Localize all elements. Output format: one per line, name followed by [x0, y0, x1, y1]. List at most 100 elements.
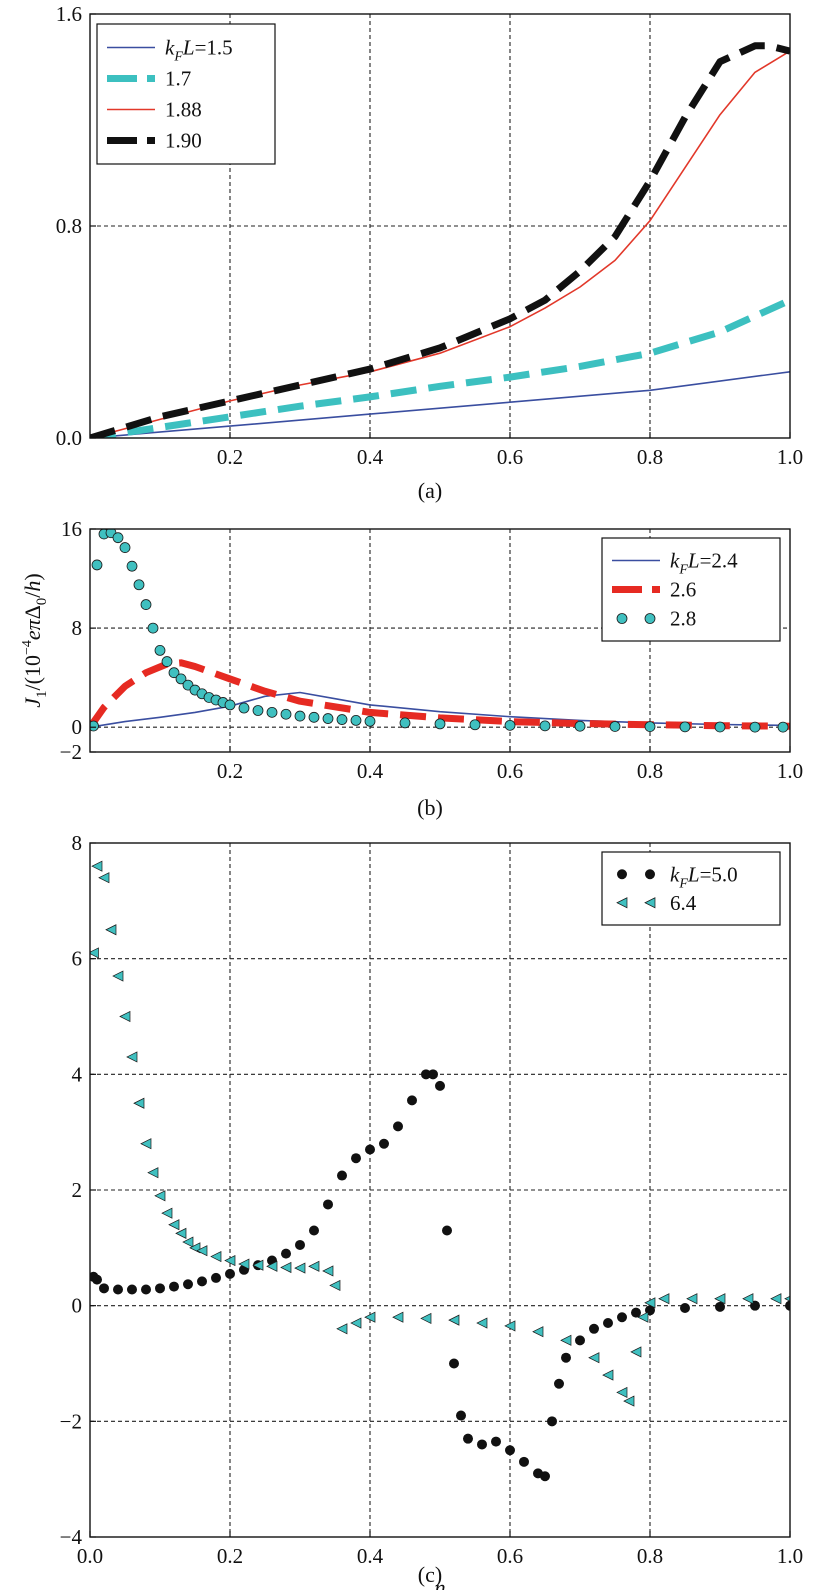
data-point — [679, 721, 691, 733]
data-point — [91, 559, 103, 571]
data-point — [90, 947, 99, 959]
data-point — [554, 1378, 564, 1389]
legend-marker — [616, 897, 628, 909]
x-tick-label: 0.4 — [357, 759, 384, 783]
data-point — [561, 1352, 571, 1363]
data-point — [196, 1245, 208, 1257]
data-point — [575, 1335, 585, 1346]
data-point — [602, 1369, 614, 1381]
data-point — [309, 1225, 319, 1236]
x-tick-label: 0.6 — [497, 759, 523, 783]
data-point — [539, 720, 551, 732]
data-point — [168, 667, 180, 679]
y-tick-label: −2 — [60, 740, 82, 764]
data-point — [175, 1227, 187, 1239]
data-point — [183, 1279, 193, 1290]
data-point — [210, 1250, 222, 1263]
legend: kFL=1.51.7 1.88 1.90 — [96, 23, 276, 165]
legend-label-1.7: 1.7 — [165, 67, 191, 91]
data-point — [477, 1439, 487, 1450]
legend-key-2.8 — [616, 613, 656, 624]
data-point — [133, 1097, 145, 1109]
legend-box — [601, 851, 781, 926]
data-point — [449, 1358, 459, 1369]
data-point — [630, 1346, 642, 1358]
data-point — [644, 721, 656, 733]
data-point — [742, 1293, 754, 1305]
legend-label-6.4: 6.4 — [670, 891, 697, 915]
data-point — [448, 1314, 460, 1326]
data-point — [280, 1261, 292, 1274]
x-tick-label: 0.8 — [637, 445, 663, 469]
data-point — [266, 706, 278, 718]
legend-label-1.88: 1.88 — [165, 98, 202, 122]
data-point — [588, 1352, 600, 1364]
data-point — [169, 1281, 179, 1292]
data-point — [350, 715, 362, 726]
data-point — [238, 1258, 250, 1270]
data-point — [154, 645, 166, 656]
x-tick-label: 0.6 — [497, 445, 523, 469]
x-tick-label: 0.0 — [77, 1544, 103, 1568]
data-point — [182, 1236, 194, 1248]
x-tick-label: 0.2 — [217, 759, 243, 783]
legend-key-5.0 — [617, 869, 655, 880]
series-line-1.90 — [90, 42, 790, 438]
data-point — [434, 718, 446, 730]
data-point — [294, 1262, 306, 1274]
data-point — [609, 721, 621, 732]
data-point — [392, 1311, 404, 1323]
data-point — [197, 1276, 207, 1287]
data-point — [329, 1279, 341, 1291]
data-point — [777, 721, 789, 733]
x-tick-label: 0.8 — [637, 1544, 663, 1568]
panel-label: (b) — [417, 795, 443, 820]
data-point — [281, 1248, 291, 1259]
data-point — [224, 1254, 236, 1267]
data-point — [126, 560, 138, 572]
data-point — [336, 714, 348, 725]
data-point — [224, 699, 236, 711]
y-tick-label: 0 — [72, 1294, 83, 1318]
x-tick-label: 0.4 — [357, 1544, 384, 1568]
data-point — [442, 1225, 452, 1236]
data-point — [147, 1167, 159, 1179]
data-point — [715, 1301, 725, 1312]
data-point — [379, 1138, 389, 1149]
series-line-1.7 — [90, 297, 790, 438]
data-point — [351, 1153, 361, 1164]
data-point — [784, 1295, 790, 1302]
data-point — [463, 1433, 473, 1444]
data-point — [322, 1265, 334, 1277]
panel-label: (c) — [418, 1562, 442, 1587]
data-point — [350, 1317, 362, 1329]
data-point — [420, 1312, 432, 1324]
data-point — [238, 702, 250, 714]
y-tick-label: 0 — [72, 715, 83, 739]
y-tick-label: −4 — [60, 1525, 83, 1549]
data-point — [92, 1274, 102, 1285]
data-point — [505, 1445, 515, 1456]
data-point — [603, 1318, 613, 1329]
x-tick-label: 0.4 — [357, 445, 384, 469]
data-point — [119, 1010, 131, 1023]
data-point — [785, 1300, 790, 1311]
legend-key-6.4 — [616, 897, 656, 909]
data-point — [168, 1219, 180, 1231]
plot-area — [90, 42, 790, 438]
y-tick-label: 0.0 — [56, 426, 82, 450]
data-point — [364, 715, 376, 727]
data-point — [631, 1307, 641, 1318]
legend-label-1.5: kFL=1.5 — [165, 36, 233, 65]
data-point — [141, 1284, 151, 1295]
series-line-1.5 — [90, 371, 790, 438]
data-point — [421, 1069, 431, 1080]
legend-marker — [645, 869, 655, 880]
data-point — [623, 1395, 635, 1407]
legend-label-5.0: kFL=5.0 — [670, 862, 738, 891]
data-point — [308, 711, 320, 723]
x-tick-label: 1.0 — [777, 445, 803, 469]
data-point — [211, 1272, 221, 1283]
legend: kFL=2.42.6 2.8 — [601, 537, 781, 642]
data-point — [252, 705, 264, 716]
